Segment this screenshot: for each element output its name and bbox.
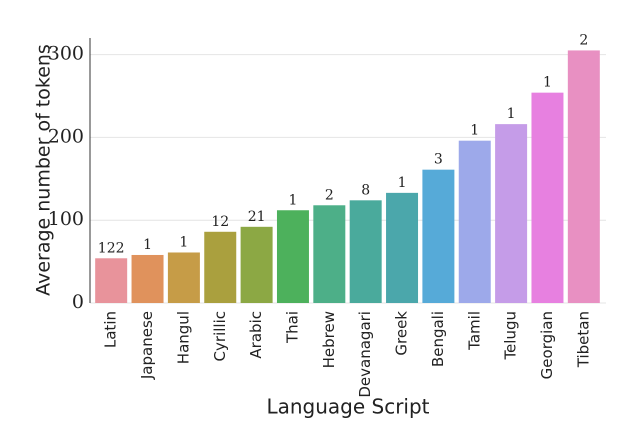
bar-label: 8 — [361, 182, 370, 198]
bar — [386, 192, 419, 303]
bar — [131, 254, 164, 303]
bar — [422, 169, 455, 303]
x-tick-label: Greek — [393, 311, 411, 356]
bar-label: 1 — [507, 106, 516, 122]
y-tick-label: 0 — [72, 291, 84, 313]
bar — [313, 205, 346, 303]
bar-label: 1 — [143, 237, 152, 253]
x-tick-label: Latin — [102, 311, 120, 348]
bar-label: 1 — [470, 123, 479, 139]
bar-label: 2 — [579, 32, 588, 48]
bar — [495, 124, 528, 303]
x-tick-label: Devanagari — [356, 311, 374, 398]
y-axis-title: Average number of tokens — [33, 44, 55, 296]
bar-label: 12 — [211, 214, 229, 230]
bar — [458, 140, 491, 303]
bar-label: 1 — [398, 175, 407, 191]
x-tick-label: Bengali — [429, 311, 447, 367]
x-tick-label: Cyrillic — [211, 311, 229, 361]
bar-label: 1 — [543, 75, 552, 91]
x-tick-label: Japanese — [138, 311, 156, 380]
bar-label: 1 — [289, 192, 298, 208]
x-tick-label: Telugu — [502, 311, 520, 361]
bar-label: 3 — [434, 152, 443, 168]
x-tick-label: Arabic — [247, 311, 265, 359]
bar — [276, 210, 309, 303]
x-tick-label: Thai — [283, 311, 301, 344]
x-tick-label: Tamil — [465, 311, 483, 351]
y-tick-label: 100 — [48, 208, 84, 230]
x-tick-label: Hangul — [174, 311, 192, 364]
x-tick-label: Georgian — [538, 311, 556, 379]
bar — [167, 252, 200, 303]
bar — [95, 258, 128, 303]
bar — [531, 92, 564, 303]
y-tick-label: 200 — [48, 125, 84, 147]
x-tick-label: Tibetan — [574, 311, 592, 368]
bar — [567, 50, 600, 303]
x-tick-label: Hebrew — [320, 311, 338, 368]
y-tick-label: 300 — [48, 43, 84, 65]
bar — [204, 231, 237, 303]
bar — [240, 226, 273, 303]
bar — [349, 200, 382, 303]
x-axis-title: Language Script — [266, 395, 429, 419]
bar-label: 1 — [179, 234, 188, 250]
bar-label: 2 — [325, 187, 334, 203]
bar-label: 21 — [248, 209, 266, 225]
bar-label: 122 — [98, 240, 125, 256]
